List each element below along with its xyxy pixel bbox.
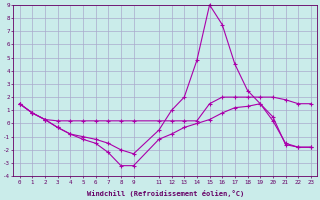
X-axis label: Windchill (Refroidissement éolien,°C): Windchill (Refroidissement éolien,°C) xyxy=(87,190,244,197)
